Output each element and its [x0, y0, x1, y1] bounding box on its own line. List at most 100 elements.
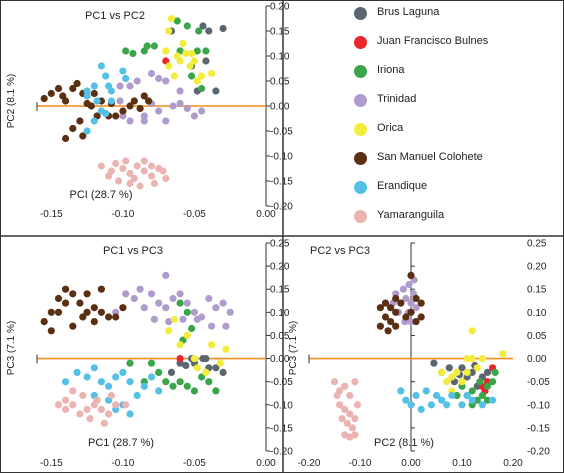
y-tick-label: 0.10 — [270, 52, 290, 63]
data-point — [193, 77, 201, 85]
data-point — [422, 387, 430, 395]
data-point — [489, 396, 497, 404]
data-point — [162, 47, 170, 55]
data-point — [202, 47, 210, 55]
data-point — [407, 308, 415, 316]
data-point — [468, 327, 476, 335]
data-point — [438, 368, 446, 376]
data-point — [219, 299, 227, 307]
data-point — [458, 401, 466, 409]
y-tick-label: 0.00 — [270, 102, 290, 113]
data-point — [222, 345, 230, 353]
data-point — [468, 387, 476, 395]
data-point — [102, 109, 110, 118]
legend-swatch — [354, 7, 367, 20]
legend-swatch — [354, 123, 367, 136]
y-tick-label: -0.20 — [270, 447, 293, 458]
data-point — [208, 322, 216, 330]
data-point — [170, 315, 178, 323]
data-point — [468, 396, 476, 404]
x-tick-label: -0.10 — [111, 209, 134, 220]
data-point — [183, 22, 191, 30]
data-point — [140, 92, 148, 100]
data-point — [473, 396, 481, 404]
data-point — [333, 391, 341, 400]
y-tick-label: 0.10 — [270, 308, 290, 319]
y-axis-label: PC3 (7.1 %) — [288, 321, 299, 375]
data-point — [179, 315, 187, 323]
data-point — [183, 299, 191, 307]
data-point — [448, 373, 456, 381]
data-point — [430, 359, 438, 367]
data-point — [346, 410, 354, 418]
data-point — [188, 72, 196, 80]
data-point — [79, 313, 87, 321]
legend-item-iriona: Iriona — [340, 60, 560, 89]
data-point — [47, 308, 55, 316]
data-point — [195, 27, 203, 35]
data-point — [126, 102, 134, 110]
data-point — [105, 410, 113, 418]
data-point — [198, 72, 206, 80]
y-tick-label: -0.20 — [270, 202, 293, 213]
data-point — [176, 57, 184, 65]
data-point — [150, 179, 158, 188]
data-point — [402, 313, 410, 321]
y-tick-label: 0.15 — [270, 285, 290, 296]
data-point — [219, 368, 227, 376]
legend-item-erandique: Erandique — [340, 176, 560, 205]
data-point — [140, 304, 148, 312]
y-tick-label: 0.15 — [527, 285, 547, 296]
data-point — [162, 77, 170, 85]
data-point — [438, 396, 446, 404]
data-point — [212, 364, 220, 372]
data-point — [169, 294, 177, 303]
data-point — [167, 14, 176, 23]
data-point — [193, 364, 201, 372]
x-axis-label: PC1 (28.7 %) — [88, 437, 154, 449]
data-point — [79, 132, 87, 140]
data-point — [162, 174, 170, 183]
data-point — [412, 391, 420, 400]
data-point — [176, 341, 184, 349]
data-point — [468, 368, 476, 376]
y-tick-label: 0.15 — [270, 27, 290, 38]
data-point — [212, 304, 220, 312]
data-point — [147, 162, 156, 170]
data-point — [90, 82, 98, 90]
data-point — [399, 285, 407, 293]
panel-pc2-vs-pc3: PC2 vs PC3 PC3 (7.1 %) PC2 (8.1 %) 0.25 0… — [288, 239, 550, 470]
y-tick-label: 0.05 — [527, 331, 547, 342]
data-point — [140, 157, 148, 165]
data-point — [147, 359, 156, 367]
x-axis-label: PCI (28.7 %) — [70, 189, 133, 201]
legend-label: Juan Francisco Bulnes — [377, 35, 489, 47]
data-point — [62, 405, 70, 413]
data-point — [387, 304, 395, 312]
data-point — [90, 304, 98, 312]
y-tick-label: 0.25 — [527, 239, 547, 250]
legend-item-brus-laguna: Brus Laguna — [340, 2, 560, 31]
legend-swatch — [354, 36, 367, 49]
data-point — [83, 127, 91, 135]
data-point — [351, 378, 359, 386]
data-point — [183, 104, 191, 113]
data-point — [407, 271, 415, 279]
data-point — [443, 401, 451, 409]
data-point — [86, 415, 94, 423]
chart-title: PC1 vs PC2 — [85, 10, 145, 22]
data-point — [165, 27, 173, 35]
data-point — [458, 364, 466, 372]
data-point — [105, 313, 113, 321]
y-tick-label: 0.05 — [270, 331, 290, 342]
data-point — [381, 299, 390, 307]
data-point — [219, 24, 227, 33]
data-point — [405, 281, 413, 289]
data-point — [54, 401, 63, 409]
y-tick-label: -0.05 — [270, 127, 293, 138]
data-point — [62, 396, 70, 404]
data-point — [170, 72, 178, 80]
data-point — [147, 373, 156, 381]
y-tick-label: 0.20 — [527, 262, 547, 273]
data-point — [169, 382, 177, 390]
